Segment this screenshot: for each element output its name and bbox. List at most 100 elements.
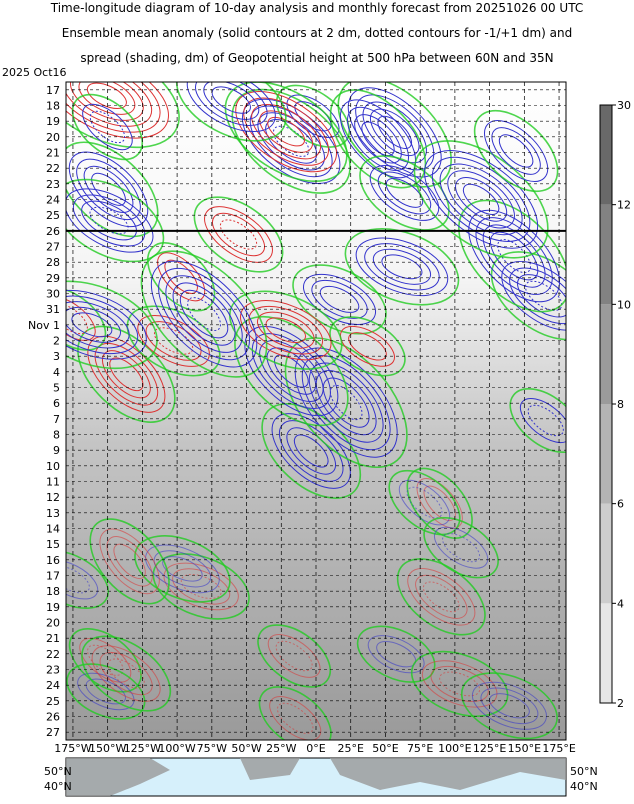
contour (137, 315, 210, 367)
y-tick-label: 18 (46, 100, 60, 113)
contour (76, 158, 141, 221)
contour (204, 206, 273, 263)
contour (490, 231, 539, 281)
y-tick-label: 25 (46, 695, 60, 708)
y-tick-label: 6 (53, 397, 60, 410)
contour (66, 306, 121, 343)
contour (235, 91, 338, 173)
y-tick-label: 11 (46, 476, 60, 489)
zero-contour (81, 635, 172, 712)
zero-contour (257, 624, 331, 688)
contour (381, 254, 423, 280)
contour (71, 312, 113, 338)
y-tick-label: 22 (46, 162, 60, 175)
contour (491, 127, 541, 175)
y-tick-label: 24 (46, 194, 60, 207)
y-tick-label: 13 (46, 507, 60, 520)
start-date-label: 2025 Oct16 (2, 66, 67, 79)
zero-contour (329, 316, 406, 377)
contour (439, 163, 523, 236)
contour (480, 687, 539, 725)
contour (158, 267, 251, 361)
y-tick-label: 19 (46, 601, 60, 614)
y-tick-label: 23 (46, 664, 60, 677)
y-tick-label: 14 (46, 523, 60, 536)
contour (415, 574, 468, 619)
contour (377, 115, 413, 149)
contour (462, 183, 500, 215)
contour (340, 325, 395, 367)
y-tick-label: 7 (53, 413, 60, 426)
x-tick-label: 125°E (473, 742, 506, 755)
contour (355, 237, 449, 297)
contour (186, 82, 276, 133)
contour (434, 526, 489, 569)
contour (68, 151, 149, 228)
zero-contour (231, 88, 351, 194)
contour (322, 377, 370, 428)
contour (79, 637, 132, 683)
map-lat-label: 50°N (570, 765, 598, 778)
y-tick-label: 24 (46, 679, 60, 692)
contour (275, 640, 313, 672)
contour (319, 285, 360, 313)
contour (66, 295, 139, 355)
zero-contour (134, 535, 231, 603)
contour (519, 397, 566, 444)
contour (267, 634, 321, 678)
contour (265, 317, 307, 343)
contour (145, 544, 220, 594)
contour (203, 82, 260, 120)
contour (347, 87, 442, 178)
map-strip (65, 757, 567, 797)
title-line: spread (shading, dm) of Geopotential hei… (80, 51, 553, 65)
contour (475, 217, 553, 295)
y-tick-label: 10 (46, 460, 60, 473)
contour (99, 528, 160, 595)
colorbar-tick-label: 8 (617, 398, 624, 411)
y-tick-label: Nov 1 (28, 319, 60, 332)
zero-contour (359, 155, 450, 231)
contour (257, 311, 315, 349)
contour (153, 327, 194, 355)
zero-contour (224, 82, 348, 183)
colorbar-tick-label: 30 (617, 99, 631, 112)
contour (85, 678, 126, 705)
y-tick-label: 26 (46, 225, 60, 238)
zero-contour (423, 517, 499, 579)
y-tick-label: 27 (46, 241, 60, 254)
contour (367, 635, 425, 674)
x-tick-label: 150°E (508, 742, 541, 755)
contour (276, 702, 314, 734)
contour (163, 562, 239, 611)
contour (81, 200, 137, 241)
contour (259, 340, 324, 402)
contour (99, 651, 153, 696)
contour (259, 110, 314, 153)
contour (406, 486, 443, 519)
contour (66, 303, 88, 335)
contour (66, 559, 99, 600)
y-tick-label: 3 (53, 350, 60, 363)
colorbar-tick-label: 6 (617, 498, 624, 511)
y-tick-label: 2 (53, 335, 60, 348)
contour (527, 404, 564, 437)
contour (113, 543, 146, 580)
y-tick-label: 28 (46, 256, 60, 269)
contour (66, 82, 153, 127)
x-tick-label: 100°W (158, 742, 195, 755)
contour (269, 696, 322, 740)
x-tick-label: 100°E (438, 742, 471, 755)
contour (82, 103, 133, 151)
y-tick-label: 26 (46, 711, 60, 724)
y-tick-label: 15 (46, 538, 60, 551)
y-tick-label: 30 (46, 288, 60, 301)
zero-contour (193, 196, 284, 273)
x-tick-label: 25°E (337, 742, 363, 755)
zero-contour (66, 82, 180, 149)
y-tick-label: 17 (46, 570, 60, 583)
contour (354, 114, 402, 164)
zero-contour (66, 286, 107, 351)
colorbar-tick-label: 4 (617, 597, 624, 610)
